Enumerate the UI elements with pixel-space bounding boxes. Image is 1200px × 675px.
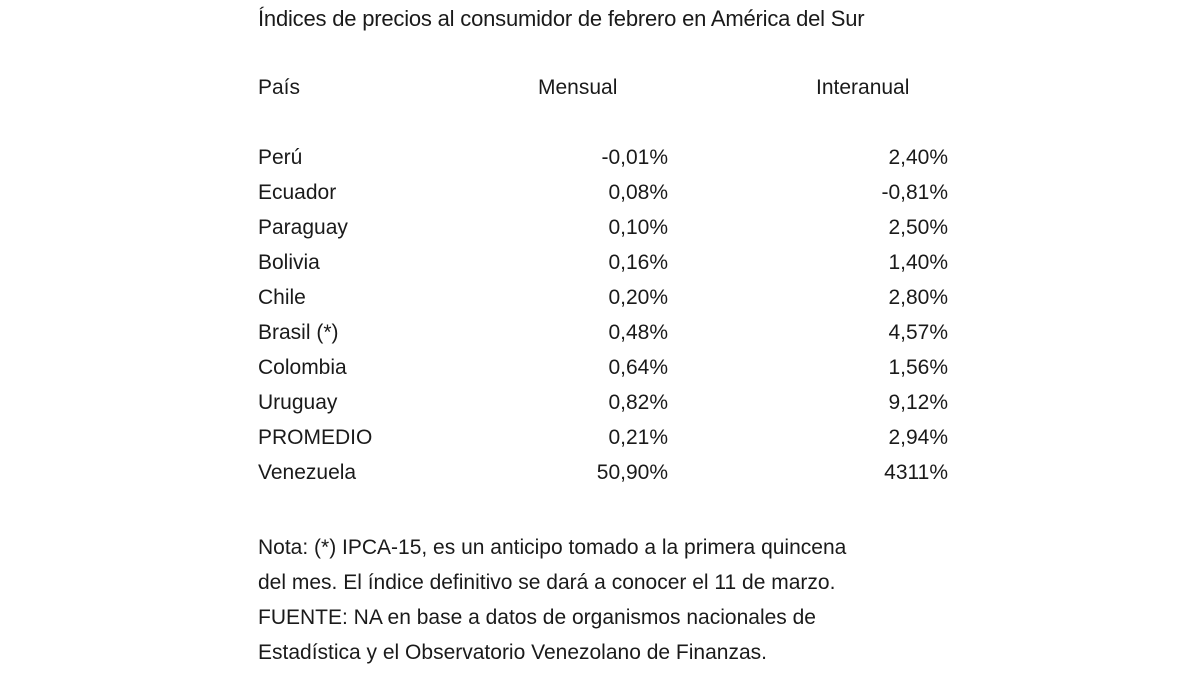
header-country: País — [258, 76, 301, 99]
cell-monthly: 0,16% — [608, 251, 668, 274]
cell-country: Colombia — [258, 356, 347, 379]
cell-yearly: 2,50% — [888, 216, 948, 239]
cell-country: Ecuador — [258, 181, 337, 204]
cell-monthly: 50,90% — [596, 461, 668, 484]
table-row: Brasil (*) 0,48% 4,57% — [258, 321, 948, 351]
table-row: Venezuela 50,90% 4311% — [258, 461, 948, 491]
cell-monthly: 0,08% — [608, 181, 668, 204]
table-row: Chile 0,20% 2,80% — [258, 286, 948, 316]
table-row-average: PROMEDIO 0,21% 2,94% — [258, 426, 948, 456]
cell-monthly: 0,82% — [608, 391, 668, 414]
cell-yearly: 4,57% — [888, 321, 948, 344]
cell-country: Venezuela — [258, 461, 357, 484]
table-row: Paraguay 0,10% 2,50% — [258, 216, 948, 246]
note-line: Nota: (*) IPCA-15, es un anticipo tomado… — [258, 536, 847, 559]
cell-yearly: -0,81% — [881, 181, 948, 204]
cell-yearly: 4311% — [884, 461, 948, 484]
footnote: Nota: (*) IPCA-15, es un anticipo tomado… — [258, 530, 958, 670]
table-row: Colombia 0,64% 1,56% — [258, 356, 948, 386]
source-line: Estadística y el Observatorio Venezolano… — [258, 641, 767, 664]
note-line: del mes. El índice definitivo se dará a … — [258, 571, 836, 594]
cell-country: PROMEDIO — [258, 426, 373, 449]
cell-country: Chile — [258, 286, 306, 309]
cell-monthly: 0,48% — [608, 321, 668, 344]
table-row: Uruguay 0,82% 9,12% — [258, 391, 948, 421]
header-monthly: Mensual — [538, 76, 618, 99]
cell-yearly: 1,40% — [888, 251, 948, 274]
cell-country: Brasil (*) — [258, 321, 339, 344]
cell-monthly: 0,20% — [608, 286, 668, 309]
cell-monthly: 0,10% — [608, 216, 668, 239]
cell-country: Perú — [258, 146, 303, 169]
cell-country: Bolivia — [258, 251, 320, 274]
cell-yearly: 9,12% — [888, 391, 948, 414]
table-row: Bolivia 0,16% 1,40% — [258, 251, 948, 281]
table-row: Ecuador 0,08% -0,81% — [258, 181, 948, 211]
cell-country: Uruguay — [258, 391, 338, 414]
cell-yearly: 2,40% — [888, 146, 948, 169]
page-title: Índices de precios al consumidor de febr… — [258, 6, 865, 31]
header-yearly: Interanual — [816, 76, 910, 99]
cell-monthly: -0,01% — [601, 146, 668, 169]
source-line: FUENTE: NA en base a datos de organismos… — [258, 606, 816, 629]
cell-yearly: 1,56% — [888, 356, 948, 379]
cell-yearly: 2,80% — [888, 286, 948, 309]
cell-monthly: 0,64% — [608, 356, 668, 379]
cell-country: Paraguay — [258, 216, 348, 239]
cell-monthly: 0,21% — [608, 426, 668, 449]
table-header: País Mensual Interanual — [258, 76, 948, 106]
cell-yearly: 2,94% — [888, 426, 948, 449]
table-row: Perú -0,01% 2,40% — [258, 146, 948, 176]
